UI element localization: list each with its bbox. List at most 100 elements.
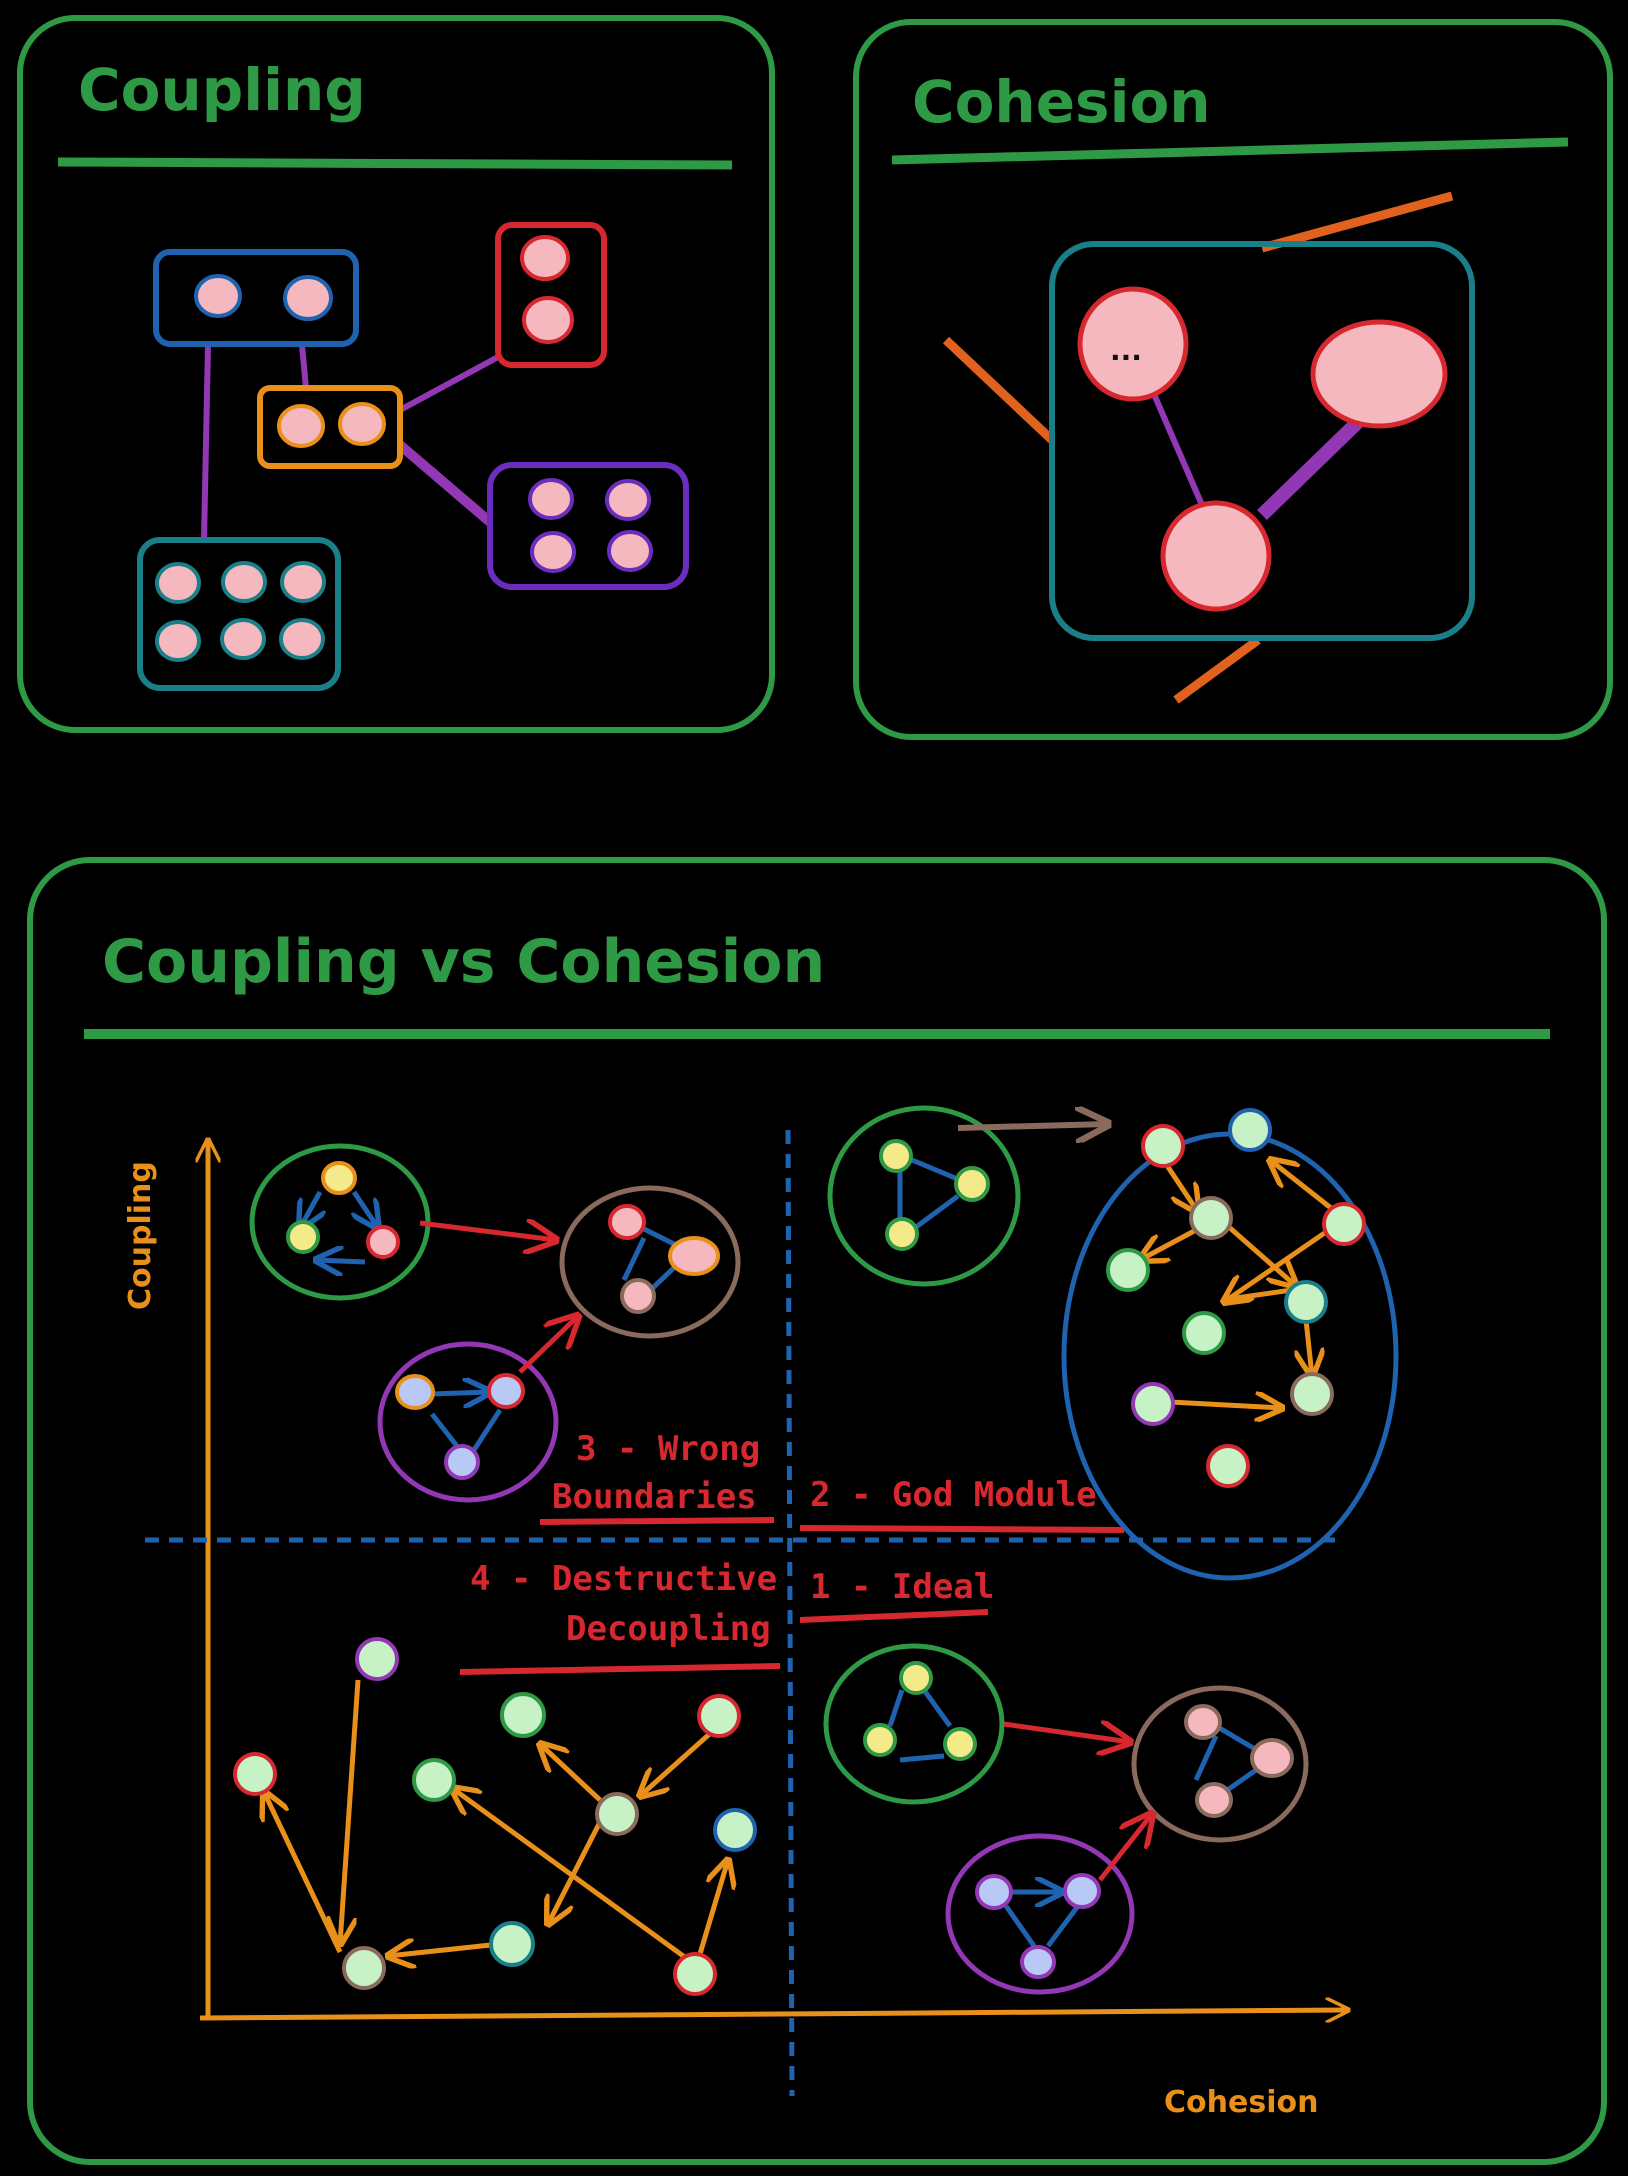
internal-arrow bbox=[429, 1392, 490, 1394]
module-purple bbox=[945, 1833, 1135, 1995]
internal-link bbox=[1147, 383, 1205, 507]
node bbox=[863, 1723, 897, 1757]
coupling-underline bbox=[57, 157, 733, 170]
node bbox=[530, 531, 576, 573]
internal-link bbox=[910, 1193, 960, 1233]
node bbox=[444, 1444, 480, 1480]
god-module-boundary bbox=[1061, 1131, 1399, 1581]
module-green bbox=[827, 1105, 1021, 1287]
internal-arrow bbox=[1224, 1229, 1328, 1302]
cohesion-panel: Cohesion ... bbox=[853, 19, 1613, 740]
node bbox=[277, 404, 325, 448]
merge-arrow bbox=[957, 1124, 1108, 1128]
q1-label: 1 - Ideal bbox=[810, 1567, 994, 1607]
cohesion-underline bbox=[891, 137, 1569, 165]
dependency-arrow bbox=[548, 1820, 603, 1924]
internal-link bbox=[1046, 1904, 1080, 1948]
internal-link bbox=[887, 1689, 905, 1727]
node bbox=[279, 618, 325, 660]
node bbox=[668, 1236, 720, 1276]
connector-blue-teal bbox=[201, 344, 211, 541]
node-large bbox=[1160, 500, 1272, 612]
node bbox=[620, 1278, 656, 1314]
internal-arrow bbox=[1228, 1226, 1296, 1286]
quadrant-destructive-decoupling: 4 - Destructive Decoupling bbox=[233, 1559, 781, 1996]
internal-link bbox=[911, 1157, 961, 1183]
cross-module-arrow bbox=[518, 1316, 578, 1374]
internal-link bbox=[471, 1408, 503, 1452]
node bbox=[1322, 1202, 1366, 1246]
node bbox=[1020, 1945, 1056, 1979]
node bbox=[943, 1727, 977, 1761]
node bbox=[283, 275, 333, 321]
x-axis bbox=[199, 2010, 1348, 2018]
node bbox=[1106, 1248, 1150, 1292]
node bbox=[608, 1204, 646, 1240]
node bbox=[879, 1139, 913, 1173]
node bbox=[697, 1694, 741, 1738]
node bbox=[975, 1874, 1013, 1910]
q3-label-line2: Boundaries bbox=[552, 1477, 757, 1517]
internal-arrow bbox=[1163, 1162, 1198, 1212]
node bbox=[528, 478, 574, 520]
node bbox=[954, 1166, 990, 1202]
node bbox=[899, 1661, 933, 1695]
connector-orange-red bbox=[398, 354, 500, 413]
node bbox=[1182, 1311, 1226, 1355]
q4-underline bbox=[459, 1663, 781, 1675]
external-link bbox=[1260, 191, 1454, 253]
node bbox=[885, 1217, 919, 1251]
node bbox=[595, 1792, 639, 1836]
q4-label-line2: Decoupling bbox=[566, 1609, 771, 1649]
comparison-title: Coupling vs Cohesion bbox=[102, 927, 825, 997]
node bbox=[500, 1692, 546, 1738]
node bbox=[395, 1374, 435, 1410]
node bbox=[286, 1220, 320, 1254]
node bbox=[1063, 1873, 1101, 1909]
q2-underline bbox=[799, 1525, 1125, 1533]
connector-orange-purple bbox=[396, 441, 494, 526]
node bbox=[280, 561, 326, 603]
node-large bbox=[1310, 319, 1448, 429]
internal-arrow bbox=[1306, 1319, 1312, 1376]
module-blue bbox=[153, 249, 359, 347]
q2-label: 2 - God Module bbox=[810, 1475, 1097, 1515]
internal-link bbox=[430, 1412, 462, 1452]
node bbox=[155, 620, 201, 662]
coupling-title: Coupling bbox=[78, 56, 366, 124]
node bbox=[1290, 1372, 1334, 1416]
node bbox=[1195, 1782, 1233, 1818]
node bbox=[487, 1373, 525, 1409]
internal-arrow bbox=[1140, 1227, 1198, 1260]
dependency-arrow bbox=[452, 1788, 688, 1961]
node bbox=[194, 274, 242, 318]
dependency-arrow bbox=[340, 1679, 361, 1944]
node bbox=[1189, 1196, 1233, 1240]
module-purple bbox=[487, 462, 689, 590]
comparison-panel: Coupling vs Cohesion Coupling Cohesion bbox=[27, 857, 1607, 2165]
node bbox=[412, 1758, 456, 1802]
y-axis-label: Coupling bbox=[123, 1161, 158, 1310]
module-purple bbox=[377, 1341, 559, 1503]
node bbox=[713, 1808, 757, 1852]
node bbox=[607, 530, 653, 572]
node bbox=[1228, 1108, 1272, 1152]
node bbox=[221, 561, 267, 603]
node bbox=[1284, 1280, 1328, 1324]
internal-link bbox=[1193, 1734, 1219, 1782]
cohesion-frame bbox=[853, 19, 1613, 740]
module-orange bbox=[257, 385, 403, 469]
quadrant-wrong-boundaries: 3 - Wrong Boundaries bbox=[249, 1143, 775, 1525]
quadrant-god-module: 2 - God Module bbox=[799, 1105, 1399, 1581]
module-brown bbox=[559, 1185, 741, 1339]
node bbox=[520, 235, 570, 281]
node bbox=[355, 1637, 399, 1681]
module-teal bbox=[137, 537, 341, 691]
node bbox=[366, 1225, 400, 1259]
cohesion-title: Cohesion bbox=[912, 68, 1211, 136]
node bbox=[1184, 1704, 1222, 1740]
dependency-arrow bbox=[540, 1744, 602, 1802]
internal-arrow bbox=[316, 1260, 366, 1262]
vertical-divider bbox=[785, 1129, 795, 2097]
